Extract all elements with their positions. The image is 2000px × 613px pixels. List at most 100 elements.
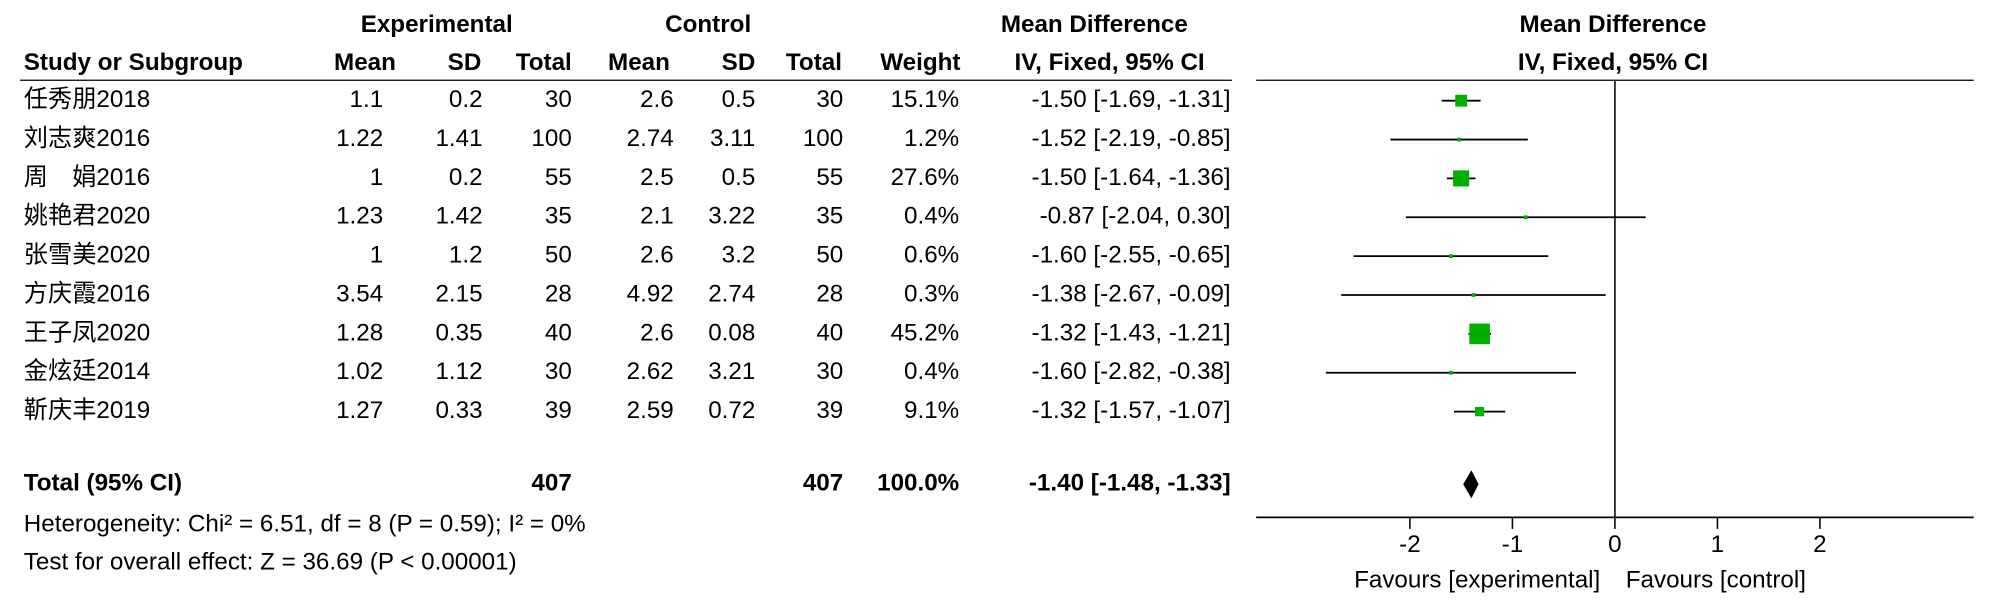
column-header: Mean <box>608 49 670 76</box>
ci-label: -1.32 [-1.43, -1.21] <box>1032 319 1231 346</box>
x-tick-label: -1 <box>1502 531 1524 558</box>
effect-marker <box>1448 370 1453 375</box>
study-name: 金炫廷2014 <box>24 358 150 385</box>
ci-label: -1.60 [-2.82, -0.38] <box>1032 358 1231 385</box>
column-header: Total <box>516 49 572 76</box>
group-header: Mean Difference <box>1520 11 1707 38</box>
ci-label: -1.50 [-1.69, -1.31] <box>1032 86 1231 113</box>
cell: 3.11 <box>710 125 755 152</box>
column-header: IV, Fixed, 95% CI <box>1518 49 1708 76</box>
cell: 1.28 <box>336 319 383 346</box>
cell: 1.12 <box>435 358 482 385</box>
cell: 0.5 <box>722 86 756 113</box>
effect-marker <box>1455 94 1468 107</box>
cell: 1.41 <box>435 125 482 152</box>
cell: 3.21 <box>708 358 755 385</box>
cell: 1.2 <box>449 242 483 269</box>
effect-marker <box>1453 170 1470 187</box>
group-header: Experimental <box>361 11 513 38</box>
cell: 1.02 <box>336 358 383 385</box>
column-header: IV, Fixed, 95% CI <box>1015 49 1205 76</box>
cell: 0.35 <box>435 319 482 346</box>
cell: 55 <box>816 164 843 191</box>
heterogeneity: Heterogeneity: Chi² = 6.51, df = 8 (P = … <box>24 510 586 537</box>
study-name: 刘志爽2016 <box>24 125 150 152</box>
cell: 2.74 <box>627 125 674 152</box>
effect-marker <box>1523 215 1528 220</box>
cell: 2.15 <box>435 280 482 307</box>
cell: 1.42 <box>435 203 482 230</box>
cell: 4.92 <box>627 280 674 307</box>
weight-label: 1.2% <box>904 125 959 152</box>
study-name: 周 娟2016 <box>24 164 150 191</box>
cell: 2.6 <box>640 319 674 346</box>
cell: 2.59 <box>627 397 674 424</box>
cell: 1 <box>370 164 383 191</box>
effect-marker <box>1471 293 1476 297</box>
cell: 55 <box>545 164 572 191</box>
effect-marker <box>1469 323 1490 345</box>
weight-label: 9.1% <box>904 397 959 424</box>
x-tick-label: 2 <box>1813 531 1826 558</box>
cell: 1.23 <box>336 203 383 230</box>
effect-marker <box>1448 254 1453 259</box>
study-name: 方庆霞2016 <box>24 280 150 307</box>
total-weight: 100.0% <box>877 470 959 497</box>
cell: 30 <box>545 86 572 113</box>
cell: 28 <box>816 280 843 307</box>
x-tick-label: -2 <box>1399 531 1421 558</box>
column-header: Mean <box>334 49 396 76</box>
column-header: SD <box>722 49 756 76</box>
cell: 2.6 <box>640 242 674 269</box>
ci-label: -1.32 [-1.57, -1.07] <box>1032 397 1231 424</box>
cell: 28 <box>545 280 572 307</box>
cell: 3.54 <box>336 280 383 307</box>
cell: 2.5 <box>640 164 674 191</box>
effect-marker <box>1457 137 1462 142</box>
column-header: Weight <box>880 49 960 76</box>
cell: 0.08 <box>708 319 755 346</box>
cell: 100 <box>531 125 571 152</box>
cell: 0.33 <box>435 397 482 424</box>
weight-label: 27.6% <box>891 164 960 191</box>
ci-label: -1.60 [-2.55, -0.65] <box>1032 242 1231 269</box>
ci-label: -1.50 [-1.64, -1.36] <box>1032 164 1231 191</box>
weight-label: 0.4% <box>904 358 959 385</box>
total-cell: 407 <box>531 470 571 497</box>
cell: 2.1 <box>640 203 674 230</box>
ci-label: -1.52 [-2.19, -0.85] <box>1032 125 1231 152</box>
weight-label: 15.1% <box>891 86 960 113</box>
cell: 50 <box>545 242 572 269</box>
weight-label: 0.4% <box>904 203 959 230</box>
cell: 50 <box>816 242 843 269</box>
cell: 1.22 <box>336 125 383 152</box>
cell: 0.72 <box>708 397 755 424</box>
favours-right: Favours [control] <box>1626 567 1806 594</box>
x-tick-label: 0 <box>1608 531 1621 558</box>
cell: 40 <box>816 319 843 346</box>
cell: 2.74 <box>708 280 755 307</box>
cell: 3.22 <box>708 203 755 230</box>
cell: 2.62 <box>627 358 674 385</box>
cell: 0.2 <box>449 164 483 191</box>
weight-label: 45.2% <box>891 319 960 346</box>
total-cell: 407 <box>803 470 843 497</box>
cell: 0.2 <box>449 86 483 113</box>
study-name: 张雪美2020 <box>24 242 150 269</box>
group-header: Control <box>665 11 751 38</box>
cell: 3.2 <box>722 242 756 269</box>
cell: 1 <box>370 242 383 269</box>
column-header: Total <box>786 49 842 76</box>
total-label: Total (95% CI) <box>24 470 182 497</box>
study-name: 姚艳君2020 <box>24 203 150 230</box>
cell: 0.5 <box>722 164 756 191</box>
cell: 30 <box>816 86 843 113</box>
cell: 2.6 <box>640 86 674 113</box>
total-ci: -1.40 [-1.48, -1.33] <box>1029 470 1231 497</box>
cell: 39 <box>545 397 572 424</box>
weight-label: 0.3% <box>904 280 959 307</box>
cell: 39 <box>816 397 843 424</box>
study-name: 任秀朋2018 <box>24 86 150 113</box>
column-header: Study or Subgroup <box>24 49 243 76</box>
